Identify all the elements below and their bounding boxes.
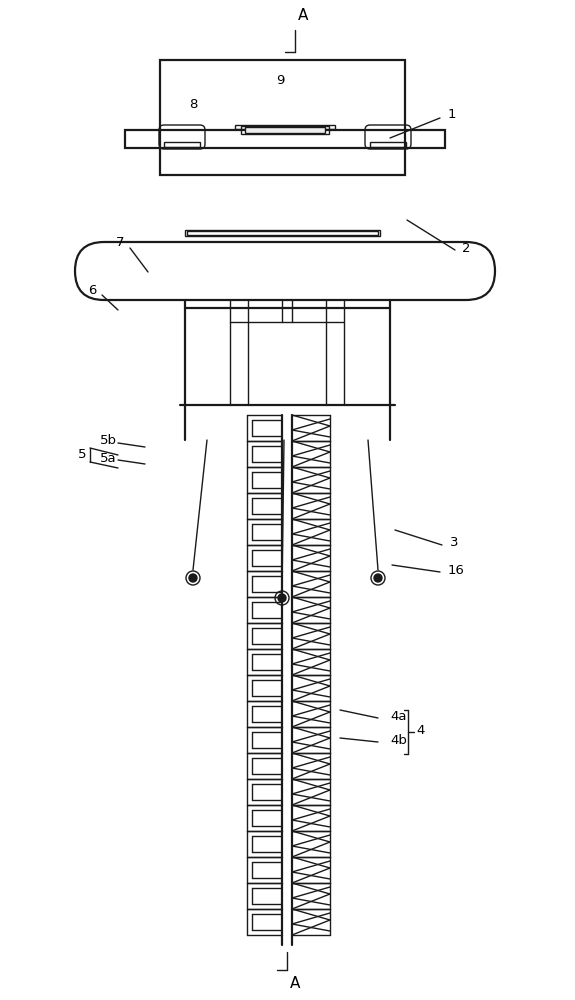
Text: 6: 6 xyxy=(88,284,96,296)
Circle shape xyxy=(189,574,197,582)
Bar xyxy=(235,125,335,129)
Circle shape xyxy=(278,594,286,602)
Bar xyxy=(185,230,380,236)
Text: A: A xyxy=(290,976,300,992)
Text: 16: 16 xyxy=(448,564,465,576)
Text: 5b: 5b xyxy=(100,434,117,446)
Bar xyxy=(370,142,406,147)
Text: A: A xyxy=(298,8,308,23)
Bar xyxy=(164,142,200,147)
Text: 5: 5 xyxy=(78,448,86,462)
Text: 7: 7 xyxy=(116,236,124,249)
Text: 3: 3 xyxy=(450,536,458,548)
Text: 2: 2 xyxy=(462,241,470,254)
Text: 4a: 4a xyxy=(390,710,407,724)
Text: 8: 8 xyxy=(189,99,197,111)
Text: 5a: 5a xyxy=(100,452,117,464)
Bar xyxy=(241,126,329,134)
Text: 4: 4 xyxy=(417,724,425,738)
Text: 9: 9 xyxy=(276,74,284,87)
Bar xyxy=(160,60,405,175)
Bar xyxy=(187,231,378,235)
Text: 1: 1 xyxy=(448,108,457,121)
Bar xyxy=(125,130,445,148)
Circle shape xyxy=(374,574,382,582)
Bar xyxy=(245,127,325,133)
Text: 4b: 4b xyxy=(390,734,407,748)
